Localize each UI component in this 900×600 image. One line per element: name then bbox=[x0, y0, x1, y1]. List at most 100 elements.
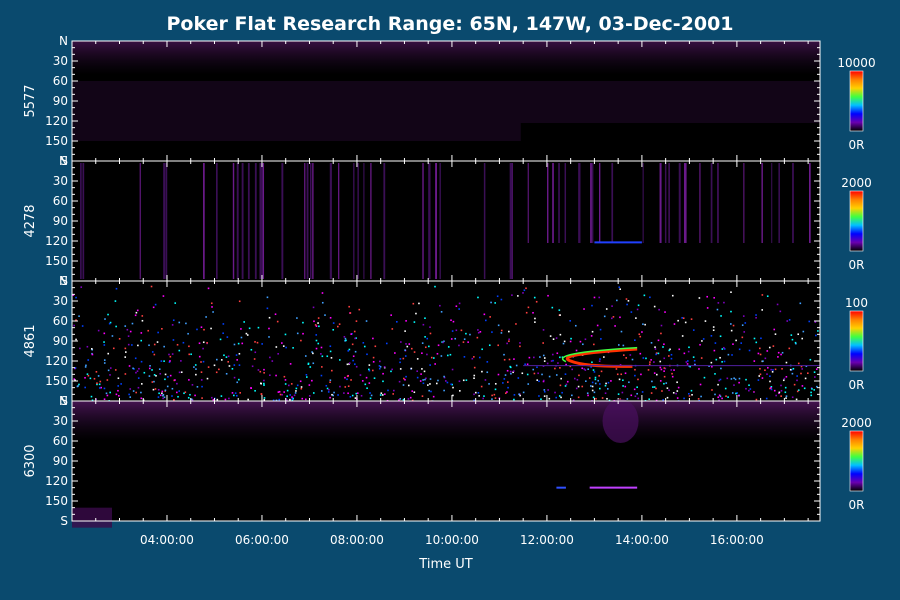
noise-speck bbox=[769, 375, 771, 378]
noise-speck bbox=[500, 329, 503, 332]
noise-speck bbox=[637, 304, 640, 307]
noise-speck bbox=[641, 391, 644, 393]
noise-speck bbox=[426, 337, 429, 340]
noise-speck bbox=[488, 383, 490, 385]
noise-speck bbox=[427, 384, 429, 386]
noise-speck bbox=[473, 399, 475, 402]
noise-speck bbox=[770, 388, 773, 391]
x-axis: 04:00:00 06:00:00 08:00:00 10:00:00 12:00:00… bbox=[140, 533, 764, 547]
noise-speck bbox=[576, 378, 579, 381]
noise-speck bbox=[266, 307, 269, 310]
noise-speck bbox=[260, 393, 263, 395]
noise-speck bbox=[321, 355, 324, 358]
noise-speck bbox=[522, 292, 524, 294]
noise-speck bbox=[713, 296, 715, 299]
noise-speck bbox=[627, 300, 630, 302]
noise-speck bbox=[687, 360, 689, 362]
noise-speck bbox=[234, 392, 237, 394]
noise-speck bbox=[757, 352, 760, 355]
noise-speck bbox=[766, 373, 768, 375]
noise-speck bbox=[402, 357, 405, 360]
noise-speck bbox=[599, 383, 601, 385]
noise-speck bbox=[200, 361, 202, 363]
noise-speck bbox=[218, 368, 220, 371]
noise-speck bbox=[379, 394, 382, 396]
noise-speck bbox=[424, 378, 426, 381]
noise-speck bbox=[769, 380, 771, 383]
noise-speck bbox=[517, 295, 519, 297]
noise-speck bbox=[583, 308, 585, 310]
noise-speck bbox=[411, 390, 414, 392]
noise-speck bbox=[584, 369, 587, 371]
noise-speck bbox=[241, 342, 244, 345]
noise-speck bbox=[753, 360, 756, 362]
noise-speck bbox=[736, 392, 738, 394]
noise-speck bbox=[704, 320, 707, 322]
noise-speck bbox=[330, 357, 333, 359]
noise-speck bbox=[738, 381, 740, 384]
noise-speck bbox=[237, 342, 240, 345]
noise-speck bbox=[543, 395, 546, 397]
noise-speck bbox=[660, 368, 663, 371]
noise-speck bbox=[409, 396, 412, 399]
y-tick-label: 150 bbox=[45, 494, 68, 508]
colorbar-max-label: 10000 bbox=[837, 56, 875, 70]
noise-speck bbox=[557, 362, 559, 364]
noise-speck bbox=[111, 335, 114, 337]
noise-speck bbox=[236, 359, 238, 361]
noise-speck bbox=[662, 346, 664, 348]
noise-speck bbox=[337, 394, 339, 396]
noise-speck bbox=[678, 348, 681, 351]
noise-speck bbox=[640, 373, 642, 376]
noise-speck bbox=[723, 301, 725, 304]
noise-speck bbox=[755, 398, 758, 401]
noise-speck bbox=[128, 393, 130, 396]
noise-speck bbox=[651, 380, 653, 383]
noise-speck bbox=[302, 321, 304, 324]
noise-speck bbox=[483, 395, 485, 397]
noise-speck bbox=[424, 346, 427, 349]
y-tick-label: 30 bbox=[53, 414, 68, 428]
noise-speck bbox=[153, 353, 156, 356]
noise-speck bbox=[504, 374, 507, 376]
noise-speck bbox=[143, 371, 146, 374]
noise-speck bbox=[790, 334, 793, 336]
noise-speck bbox=[768, 346, 771, 349]
noise-speck bbox=[141, 319, 144, 322]
noise-speck bbox=[682, 317, 685, 319]
noise-speck bbox=[153, 374, 156, 376]
noise-speck bbox=[647, 369, 650, 371]
noise-speck bbox=[103, 398, 106, 401]
noise-speck bbox=[517, 377, 520, 379]
noise-speck bbox=[233, 364, 236, 366]
noise-speck bbox=[617, 393, 620, 395]
noise-speck bbox=[686, 363, 689, 365]
noise-speck bbox=[630, 311, 633, 313]
noise-speck bbox=[593, 296, 596, 299]
noise-speck bbox=[548, 375, 551, 378]
noise-speck bbox=[429, 378, 432, 380]
noise-speck bbox=[676, 397, 679, 399]
noise-speck bbox=[164, 378, 166, 381]
noise-speck bbox=[343, 335, 346, 338]
noise-speck bbox=[292, 347, 294, 349]
noise-speck bbox=[320, 374, 323, 377]
noise-speck bbox=[513, 398, 515, 401]
noise-speck bbox=[358, 308, 361, 311]
noise-speck bbox=[339, 359, 341, 361]
noise-speck bbox=[379, 360, 381, 363]
noise-speck bbox=[668, 355, 670, 357]
noise-speck bbox=[555, 396, 558, 399]
noise-speck bbox=[289, 398, 291, 401]
noise-speck bbox=[117, 385, 120, 387]
noise-speck bbox=[392, 393, 395, 395]
noise-speck bbox=[326, 355, 329, 358]
noise-speck bbox=[263, 368, 265, 371]
noise-speck bbox=[301, 397, 304, 400]
noise-speck bbox=[329, 396, 331, 399]
noise-speck bbox=[194, 394, 196, 397]
noise-speck bbox=[429, 364, 431, 366]
noise-speck bbox=[663, 357, 666, 360]
noise-speck bbox=[547, 389, 549, 391]
noise-speck bbox=[666, 387, 669, 389]
